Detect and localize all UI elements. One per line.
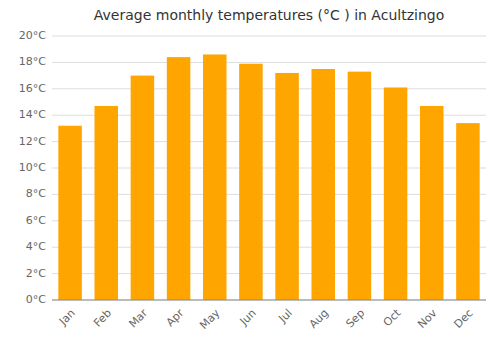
y-tick-label: 4°C xyxy=(26,240,46,253)
x-tick-label: May xyxy=(197,306,223,332)
grid-line xyxy=(52,36,486,37)
bar xyxy=(456,123,480,300)
bars xyxy=(58,54,479,300)
x-tick-label: Jul xyxy=(276,307,295,326)
y-tick-label: 18°C xyxy=(19,55,46,68)
x-tick-label: Jan xyxy=(56,307,78,329)
y-tick-label: 14°C xyxy=(19,108,46,121)
title: Average monthly temperatures (°C ) in Ac… xyxy=(94,7,444,23)
x-tick-label: Nov xyxy=(415,306,440,331)
bar xyxy=(420,106,444,300)
x-tick-label: Jun xyxy=(237,307,259,329)
x-axis-line xyxy=(52,300,486,301)
y-axis: 0°C 2°C 4°C 6°C 8°C 10°C 12°C 14°C 16°C 18°C 20°C xyxy=(19,29,486,306)
x-axis: Jan Feb Mar Apr May Jun Jul Aug Sep Oct Nov Dec xyxy=(56,306,476,332)
y-tick-label: 20°C xyxy=(19,29,46,42)
bar xyxy=(131,76,155,300)
bar xyxy=(203,54,227,300)
bar xyxy=(384,87,408,300)
grid-line xyxy=(52,88,486,89)
bar xyxy=(167,57,191,300)
grid-line xyxy=(52,62,486,63)
x-tick-label: Apr xyxy=(164,306,187,329)
y-tick-label: 12°C xyxy=(19,135,46,148)
y-tick-label: 10°C xyxy=(19,161,46,174)
bar xyxy=(348,72,372,300)
x-tick-label: Dec xyxy=(451,307,475,331)
bar xyxy=(58,126,82,300)
bar xyxy=(275,73,299,300)
y-tick-label: 6°C xyxy=(26,214,46,227)
x-tick-label: Mar xyxy=(126,306,150,330)
y-tick-label: 2°C xyxy=(26,267,46,280)
x-tick-label: Sep xyxy=(343,307,367,331)
chart: Average monthly temperatures (°C ) in Ac… xyxy=(0,0,500,350)
bar xyxy=(239,64,263,300)
y-tick-label: 0°C xyxy=(26,293,46,306)
y-tick-label: 16°C xyxy=(19,82,46,95)
x-tick-label: Aug xyxy=(307,307,331,331)
x-tick-label: Oct xyxy=(381,306,404,329)
y-tick-label: 8°C xyxy=(26,187,46,200)
bar xyxy=(94,106,118,300)
grid-line xyxy=(52,300,486,301)
x-tick-label: Feb xyxy=(91,307,114,330)
bar xyxy=(311,69,335,300)
